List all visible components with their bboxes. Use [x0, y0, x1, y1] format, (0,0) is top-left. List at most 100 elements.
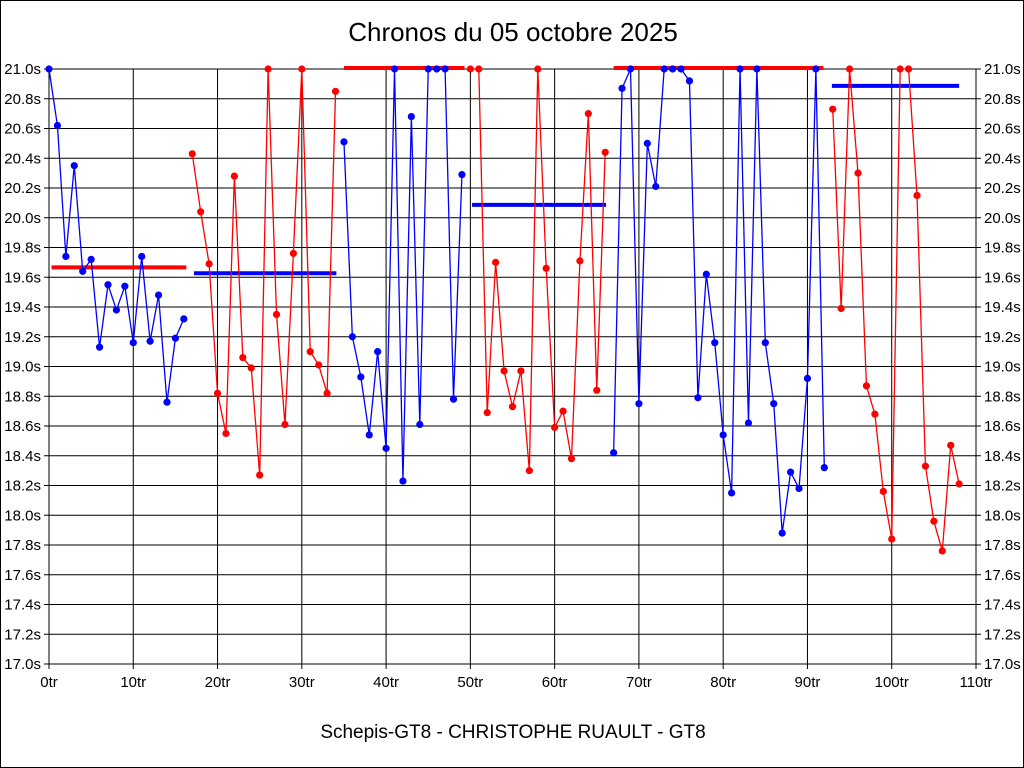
svg-text:20.6s: 20.6s	[984, 121, 1021, 138]
lap-point	[930, 517, 938, 525]
lap-point	[719, 431, 727, 439]
lap-point	[921, 462, 930, 470]
lap-point	[829, 105, 837, 113]
lap-point	[138, 252, 146, 261]
lap-point	[188, 150, 196, 158]
lap-point	[618, 84, 626, 92]
lap-point	[466, 65, 474, 73]
svg-text:20.0s: 20.0s	[4, 210, 41, 227]
lap-point	[475, 65, 483, 73]
lap-point	[222, 429, 230, 438]
lap-point	[449, 395, 458, 403]
lap-point	[104, 281, 112, 289]
lap-point	[281, 420, 289, 429]
stint-2-red	[188, 65, 340, 479]
lap-point	[837, 304, 845, 313]
svg-text:19.4s: 19.4s	[984, 299, 1021, 316]
svg-text:20.4s: 20.4s	[984, 150, 1021, 167]
lap-point	[331, 87, 340, 95]
lap-point	[593, 386, 601, 394]
lap-point	[272, 310, 281, 319]
lap-point	[154, 291, 163, 299]
lap-point	[62, 252, 70, 261]
lap-point	[500, 367, 508, 375]
lap-point	[458, 171, 466, 179]
lap-point	[163, 398, 171, 406]
lap-point	[264, 65, 272, 73]
lap-point	[441, 65, 449, 73]
lap-point	[770, 400, 778, 408]
svg-text:20.4s: 20.4s	[4, 150, 41, 167]
svg-text:20.6s: 20.6s	[4, 121, 41, 138]
stint-3-blue	[340, 65, 466, 485]
svg-text:19.8s: 19.8s	[4, 240, 41, 257]
lap-point	[399, 477, 407, 485]
lap-point	[492, 258, 500, 266]
race-caption: Schepis-GT8 - CHRISTOPHE RUAULT - GT8	[320, 722, 706, 743]
lap-point	[913, 191, 921, 200]
stint-1-blue	[45, 65, 188, 406]
svg-text:20.8s: 20.8s	[4, 91, 41, 108]
lap-point	[517, 367, 525, 375]
lap-point	[382, 444, 390, 452]
lap-point	[711, 339, 719, 347]
lap-point	[256, 471, 264, 479]
lap-point	[854, 169, 862, 177]
svg-text:18.2s: 18.2s	[4, 478, 41, 495]
svg-text:19.0s: 19.0s	[984, 359, 1021, 376]
lap-point	[95, 343, 104, 351]
lap-point	[416, 420, 424, 429]
svg-text:19.2s: 19.2s	[984, 329, 1021, 346]
svg-text:60tr: 60tr	[542, 674, 568, 691]
lap-point	[53, 121, 62, 130]
svg-text:20.8s: 20.8s	[984, 91, 1021, 108]
lap-point	[812, 65, 820, 73]
lap-point	[298, 65, 306, 73]
lap-point	[390, 65, 399, 73]
svg-text:18.4s: 18.4s	[984, 448, 1021, 465]
svg-text:17.4s: 17.4s	[984, 597, 1021, 614]
svg-text:40tr: 40tr	[373, 674, 399, 691]
lap-point	[180, 315, 188, 323]
lap-point	[643, 139, 651, 147]
lap-point	[795, 484, 803, 493]
plot-border	[48, 68, 977, 665]
lap-point	[45, 65, 53, 73]
lap-point	[146, 337, 154, 345]
svg-text:18.4s: 18.4s	[4, 448, 41, 465]
lap-point	[879, 487, 887, 496]
lap-point	[753, 65, 761, 73]
lap-point	[306, 348, 314, 356]
stint-4-red	[466, 65, 609, 475]
lap-point	[888, 535, 896, 543]
lap-point	[213, 389, 222, 397]
stint-6-red	[829, 65, 963, 555]
lap-point	[744, 419, 753, 427]
lap-point	[862, 382, 871, 390]
lap-point	[357, 373, 365, 381]
lap-point	[820, 464, 828, 472]
lap-point	[424, 65, 432, 73]
lap-point	[610, 449, 618, 457]
svg-text:10tr: 10tr	[120, 674, 146, 691]
lap-point	[955, 480, 963, 488]
svg-text:17.6s: 17.6s	[984, 567, 1021, 584]
svg-text:18.6s: 18.6s	[984, 418, 1021, 435]
lap-point	[601, 148, 609, 156]
lap-point	[896, 65, 904, 73]
svg-text:100tr: 100tr	[875, 674, 909, 691]
svg-text:18.0s: 18.0s	[4, 507, 41, 524]
lap-point	[79, 267, 87, 275]
svg-text:17.8s: 17.8s	[984, 537, 1021, 554]
lap-point	[728, 489, 736, 497]
svg-text:17.0s: 17.0s	[984, 656, 1021, 673]
lap-point	[121, 282, 129, 290]
svg-text:20.2s: 20.2s	[984, 180, 1021, 197]
lap-point	[702, 270, 710, 278]
lap-point	[87, 255, 95, 263]
svg-text:18.8s: 18.8s	[984, 388, 1021, 405]
svg-text:20.2s: 20.2s	[4, 180, 41, 197]
svg-text:70tr: 70tr	[626, 674, 652, 691]
